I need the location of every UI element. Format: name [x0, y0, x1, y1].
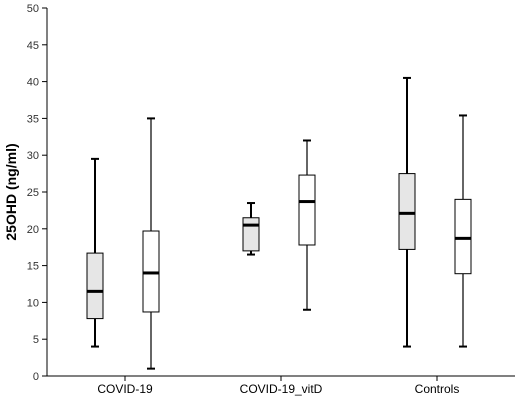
y-axis: 0 5 10 15 20 25 30 35 40 45 50	[27, 3, 48, 383]
iqr-box	[242, 217, 260, 252]
y-tick-label: 20	[27, 224, 39, 236]
y-tick-label: 45	[27, 40, 39, 52]
box-series-1-controls	[398, 76, 416, 348]
y-axis-title: 25OHD (ng/ml)	[3, 143, 19, 240]
y-tick-label: 25	[27, 187, 39, 199]
box-series-2-covid-19-vitd	[298, 139, 316, 311]
box-series-1-covid-19	[86, 157, 104, 348]
y-tick-label: 15	[27, 261, 39, 273]
box-series-1-covid-19-vitd	[242, 202, 260, 256]
box-series-2-controls	[454, 114, 472, 348]
y-tick-label: 10	[27, 297, 39, 309]
iqr-box	[398, 173, 416, 250]
x-category-label: COVID-19_vitD	[240, 382, 323, 396]
y-tick-label: 30	[27, 150, 39, 162]
y-tick-label: 40	[27, 77, 39, 89]
x-category-label: Controls	[415, 382, 460, 396]
box-series-2-covid-19	[142, 117, 160, 370]
iqr-box	[298, 174, 316, 246]
y-tick-label: 35	[27, 113, 39, 125]
x-axis: COVID-19 COVID-19_vitD Controls	[47, 375, 515, 396]
y-tick-label: 5	[33, 334, 39, 346]
y-tick-label: 50	[27, 3, 39, 15]
iqr-box	[86, 252, 104, 320]
x-category-label: COVID-19	[97, 382, 153, 396]
plot-area	[86, 76, 472, 370]
y-tick-label: 0	[33, 371, 39, 383]
iqr-box	[454, 198, 472, 275]
